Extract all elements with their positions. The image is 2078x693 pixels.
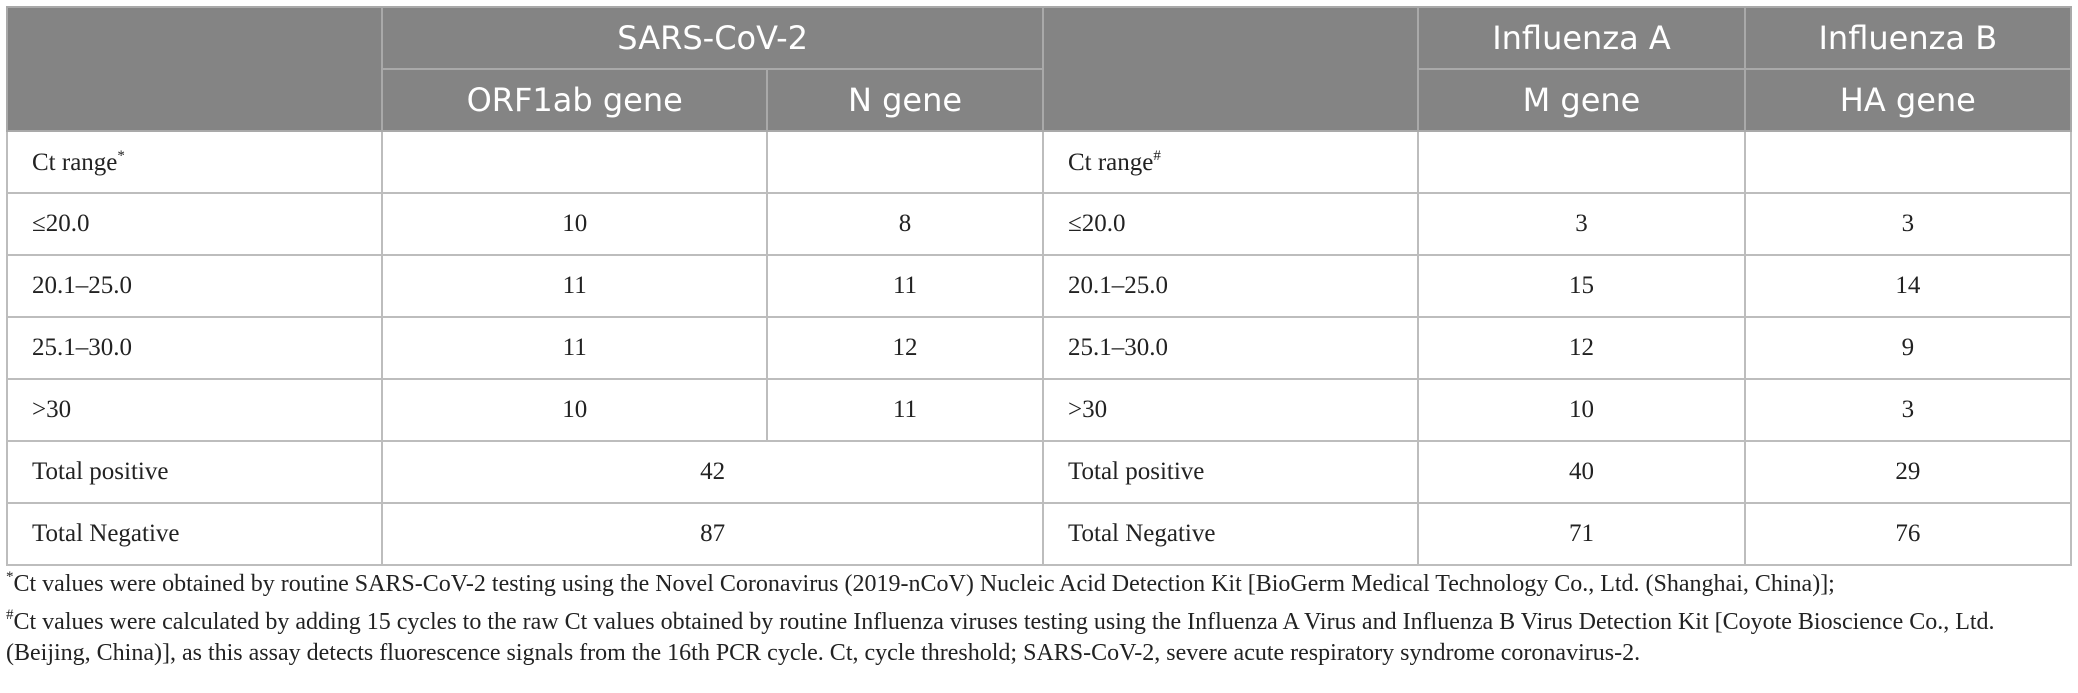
header-blank-middle: [1041, 6, 1420, 132]
cell-n-gene: 12: [766, 316, 1044, 380]
footnote-mark: #: [1153, 147, 1161, 164]
cell-sars-total: 87: [381, 502, 1044, 566]
header-ha-gene: HA gene: [1743, 68, 2073, 132]
cell-m-gene: 71: [1417, 502, 1746, 566]
cell-ha-gene: 9: [1743, 316, 2073, 380]
cell-n-gene: 11: [766, 378, 1044, 442]
row-label: Total Negative: [1041, 502, 1420, 566]
row-label: Ct range*: [5, 130, 384, 194]
cell-ha-gene: [1743, 130, 2073, 194]
header-row-1: SARS-CoV-2 Influenza A Influenza B: [5, 6, 2073, 132]
header-blank-left: [5, 6, 384, 132]
table-row: 25.1–30.0 11 12 25.1–30.0 12 9: [5, 316, 2073, 380]
cell-n-gene: [766, 130, 1044, 194]
header-influenza-a: Influenza A: [1417, 6, 1746, 70]
row-label: Total positive: [5, 440, 384, 504]
cell-ha-gene: 3: [1743, 192, 2073, 256]
cell-orf1ab: 11: [381, 316, 769, 380]
table-row: Ct range* Ct range#: [5, 130, 2073, 194]
table-row: >30 10 11 >30 10 3: [5, 378, 2073, 442]
header-influenza-b: Influenza B: [1743, 6, 2073, 70]
table-row: 20.1–25.0 11 11 20.1–25.0 15 14: [5, 254, 2073, 318]
cell-n-gene: 8: [766, 192, 1044, 256]
header-n-gene: N gene: [766, 68, 1044, 132]
row-label: 25.1–30.0: [1041, 316, 1420, 380]
cell-m-gene: 10: [1417, 378, 1746, 442]
header-row-2: ORF1ab gene N gene M gene HA gene: [7, 68, 2073, 132]
table-row-total-negative: Total Negative 87 Total Negative 71 76: [5, 502, 2073, 566]
header-orf1ab-gene: ORF1ab gene: [381, 68, 769, 132]
footnote-1: *Ct values were obtained by routine SARS…: [6, 562, 2072, 600]
cell-orf1ab: 10: [381, 378, 769, 442]
cell-n-gene: 11: [766, 254, 1044, 318]
row-label: Total Negative: [5, 502, 384, 566]
row-label: Total positive: [1041, 440, 1420, 504]
row-label: 20.1–25.0: [5, 254, 384, 318]
header-sars-cov-2: SARS-CoV-2: [381, 6, 1044, 70]
footnote-mark: #: [6, 607, 14, 623]
cell-m-gene: [1417, 130, 1746, 194]
table-row: ≤20.0 10 8 ≤20.0 3 3: [5, 192, 2073, 256]
row-label: Ct range#: [1041, 130, 1420, 194]
footnote-text: Ct values were calculated by adding 15 c…: [6, 609, 1995, 666]
cell-m-gene: 12: [1417, 316, 1746, 380]
row-label: >30: [5, 378, 384, 442]
row-label: >30: [1041, 378, 1420, 442]
cell-m-gene: 15: [1417, 254, 1746, 318]
cell-orf1ab: 11: [381, 254, 769, 318]
footnote-mark: *: [6, 569, 14, 585]
footnote-text: Ct values were obtained by routine SARS-…: [13, 571, 1835, 597]
ct-distribution-table: SARS-CoV-2 Influenza A Influenza B ORF1a…: [5, 6, 2073, 566]
footnote-2: #Ct values were calculated by adding 15 …: [6, 600, 2072, 669]
cell-ha-gene: 76: [1743, 502, 2073, 566]
cell-orf1ab: 10: [381, 192, 769, 256]
row-label: 25.1–30.0: [5, 316, 384, 380]
cell-ha-gene: 29: [1743, 440, 2073, 504]
cell-ha-gene: 14: [1743, 254, 2073, 318]
cell-m-gene: 40: [1417, 440, 1746, 504]
header-m-gene: M gene: [1417, 68, 1746, 132]
row-label: 20.1–25.0: [1041, 254, 1420, 318]
cell-ha-gene: 3: [1743, 378, 2073, 442]
cell-orf1ab: [381, 130, 769, 194]
cell-m-gene: 3: [1417, 192, 1746, 256]
footnote-mark: *: [117, 147, 125, 164]
cell-sars-total: 42: [381, 440, 1044, 504]
row-label: ≤20.0: [5, 192, 384, 256]
table-row-total-positive: Total positive 42 Total positive 40 29: [5, 440, 2073, 504]
row-label: ≤20.0: [1041, 192, 1420, 256]
table-footnotes: *Ct values were obtained by routine SARS…: [6, 562, 2072, 669]
